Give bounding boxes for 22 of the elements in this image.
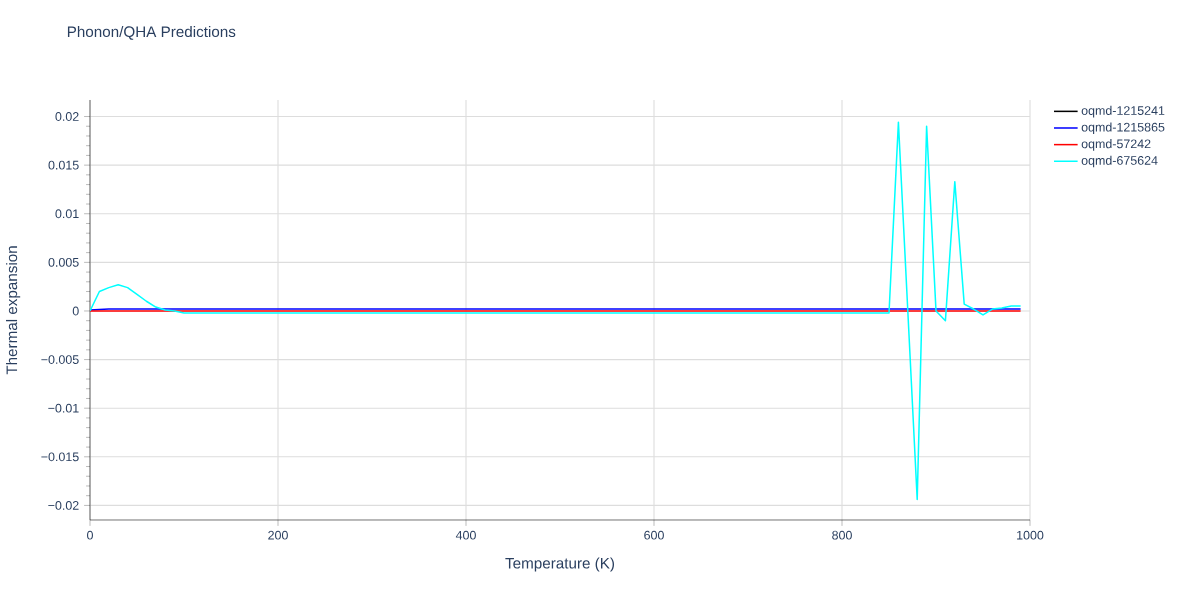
y-tick-label: 0.02 [55,112,79,121]
y-tick-label: 0.005 [48,257,79,267]
x-tick-label: 0 [87,530,93,540]
y-tick-label: −0.005 [41,355,79,364]
y-tick-label: 0 [72,306,79,316]
y-tick-label: 0.015 [48,160,79,170]
legend-label: oqmd-1215865 [1081,122,1165,135]
y-tick-label: 0.01 [55,209,79,219]
y-tick-label: −0.015 [41,452,79,462]
legend-label: oqmd-1215241 [1081,105,1165,118]
x-tick-label: 800 [832,530,852,540]
chart-title: Phonon/QHA Predictions [67,25,236,40]
x-tick-label: 600 [644,530,664,540]
x-tick-label: 1000 [1017,530,1044,540]
x-axis-title: Temperature (K) [505,557,615,572]
y-tick-label: −0.02 [48,501,79,510]
legend-label: oqmd-675624 [1081,155,1158,168]
x-tick-label: 200 [268,530,288,540]
y-tick-label: −0.01 [48,403,79,413]
legend-label: oqmd-57242 [1081,139,1151,151]
y-axis-title: Thermal expansion [6,246,21,375]
x-tick-label: 400 [455,530,476,540]
